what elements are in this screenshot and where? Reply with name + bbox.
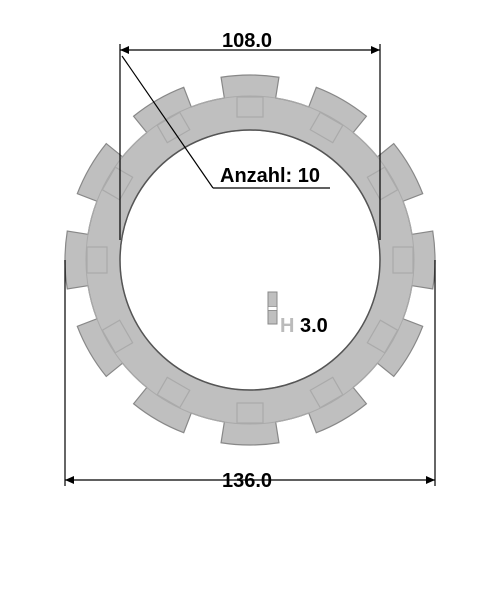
clutch-plate-diagram [0,0,500,600]
outer-dia-label: 136.0 [222,470,272,493]
count-label: Anzahl: 10 [220,165,320,188]
thickness-value: 3.0 [300,315,328,337]
thickness-label: H 3.0 [280,315,328,338]
inner-dia-label: 108.0 [222,30,272,53]
thickness-prefix: H [280,315,300,337]
